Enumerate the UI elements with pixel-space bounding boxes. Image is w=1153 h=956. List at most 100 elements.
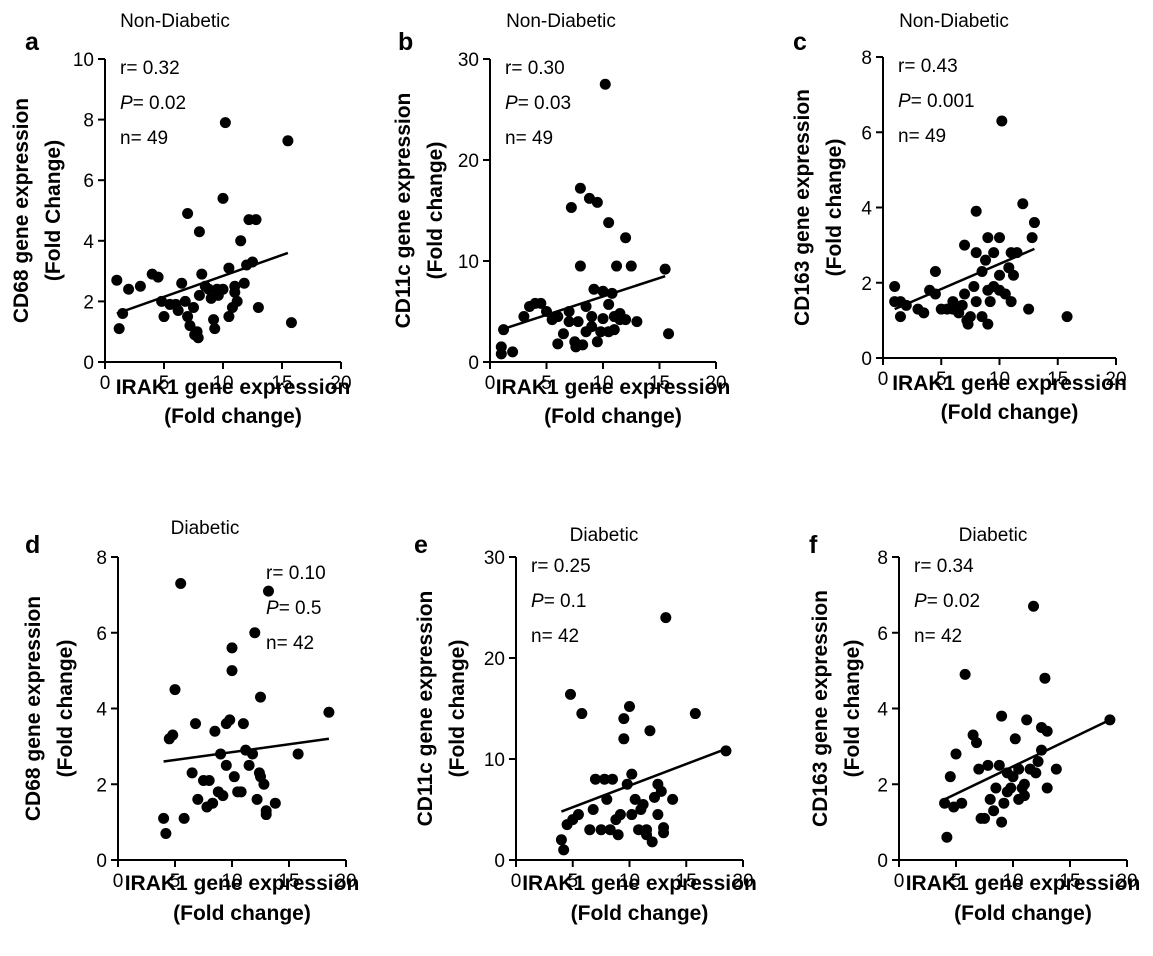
- y-tick-label: 20: [458, 151, 479, 172]
- data-point: [652, 809, 664, 821]
- data-point: [1011, 247, 1023, 259]
- data-point: [599, 78, 611, 90]
- data-point: [250, 214, 262, 226]
- data-point: [621, 778, 633, 790]
- x-axis-label: IRAK1 gene expression: [522, 872, 757, 895]
- data-point: [217, 192, 229, 204]
- stat-r: r= 0.30: [505, 58, 565, 79]
- y-tick-label: 6: [83, 171, 94, 192]
- data-point: [626, 809, 638, 821]
- y-axis-label: CD163 gene expression: [791, 89, 814, 326]
- data-point: [563, 316, 575, 328]
- x-axis-label: IRAK1 gene expression: [116, 376, 351, 399]
- x-axis-label-unit: (Fold change): [571, 902, 709, 925]
- y-axis-label-unit: (Fold change): [54, 640, 77, 778]
- data-point: [564, 688, 576, 700]
- data-point: [982, 232, 994, 244]
- data-point: [631, 316, 643, 328]
- data-point: [611, 260, 623, 272]
- stat-r: r= 0.10: [266, 563, 326, 584]
- y-tick-label: 8: [861, 48, 872, 69]
- y-tick-label: 8: [877, 548, 888, 569]
- data-point: [988, 805, 1000, 817]
- y-tick-label: 0: [494, 851, 505, 872]
- x-tick-label: 0: [894, 871, 905, 892]
- stat-p: P= 0.03: [505, 93, 571, 114]
- data-point: [941, 831, 953, 843]
- y-axis-label-unit: (Fold change): [823, 139, 846, 277]
- data-point: [1104, 714, 1116, 726]
- data-point: [237, 718, 249, 730]
- x-tick-label: 10: [1002, 871, 1023, 892]
- y-tick-label: 30: [458, 50, 479, 71]
- data-point: [1013, 763, 1025, 775]
- data-point: [495, 348, 507, 360]
- x-tick-label: 20: [705, 373, 726, 394]
- y-axis-label-unit: (Fold Change): [42, 140, 65, 281]
- x-axis-label-unit: (Fold change): [164, 405, 302, 428]
- y-tick-label: 2: [877, 775, 888, 796]
- data-point: [158, 311, 170, 323]
- data-point: [970, 247, 982, 259]
- y-axis-label-unit: (Fold change): [424, 142, 447, 280]
- data-point: [584, 824, 596, 836]
- data-point: [1050, 763, 1062, 775]
- data-point: [1021, 714, 1033, 726]
- data-point: [618, 733, 630, 745]
- data-point: [1030, 767, 1042, 779]
- data-point: [929, 265, 941, 277]
- x-tick-label: 5: [541, 373, 552, 394]
- data-point: [614, 809, 626, 821]
- data-point: [247, 748, 259, 760]
- y-tick-label: 0: [468, 353, 479, 374]
- data-point: [209, 725, 221, 737]
- panel-title: Diabetic: [171, 518, 240, 539]
- data-point: [255, 691, 266, 703]
- data-point: [996, 816, 1008, 828]
- data-point: [591, 196, 603, 208]
- data-point: [186, 767, 198, 779]
- y-axis-label: CD11c gene expression: [414, 591, 437, 827]
- panel-title: Non-Diabetic: [899, 11, 1009, 32]
- data-point: [968, 281, 980, 293]
- data-point: [196, 268, 208, 280]
- panel-e: e Diabetic 0 10 20 30 0 5 10 15 20 CD11c gene expre…: [414, 525, 757, 925]
- stat-p: P= 0.1: [531, 591, 586, 612]
- data-point: [959, 239, 971, 251]
- data-point: [208, 314, 220, 326]
- data-point: [655, 785, 667, 797]
- data-point: [947, 296, 959, 308]
- data-point: [238, 277, 250, 289]
- data-point: [182, 208, 194, 220]
- data-point: [984, 296, 996, 308]
- data-point: [959, 288, 971, 300]
- y-tick-label: 10: [458, 252, 479, 273]
- panel-title: Diabetic: [570, 525, 639, 546]
- data-point: [589, 773, 601, 785]
- data-point: [565, 201, 577, 213]
- data-point: [557, 328, 569, 340]
- data-point: [608, 324, 620, 336]
- data-point: [1026, 232, 1038, 244]
- data-point: [541, 306, 552, 317]
- data-point: [134, 280, 146, 292]
- x-tick-label: 15: [649, 373, 670, 394]
- data-point: [574, 260, 586, 272]
- data-point: [982, 318, 994, 330]
- data-point: [552, 311, 564, 323]
- data-point: [618, 713, 630, 725]
- data-point: [633, 824, 645, 836]
- data-point: [606, 287, 618, 299]
- data-point: [193, 226, 205, 238]
- data-point: [588, 283, 600, 295]
- x-axis-label: IRAK1 gene expression: [892, 372, 1127, 395]
- data-point: [178, 812, 190, 824]
- x-axis-label: IRAK1 gene expression: [496, 376, 731, 399]
- x-tick-label: 10: [592, 373, 613, 394]
- data-point: [229, 286, 241, 298]
- data-point: [646, 836, 658, 848]
- data-point: [603, 298, 615, 310]
- data-point: [994, 269, 1005, 281]
- y-axis-label: CD163 gene expression: [809, 590, 832, 827]
- data-point: [192, 332, 204, 344]
